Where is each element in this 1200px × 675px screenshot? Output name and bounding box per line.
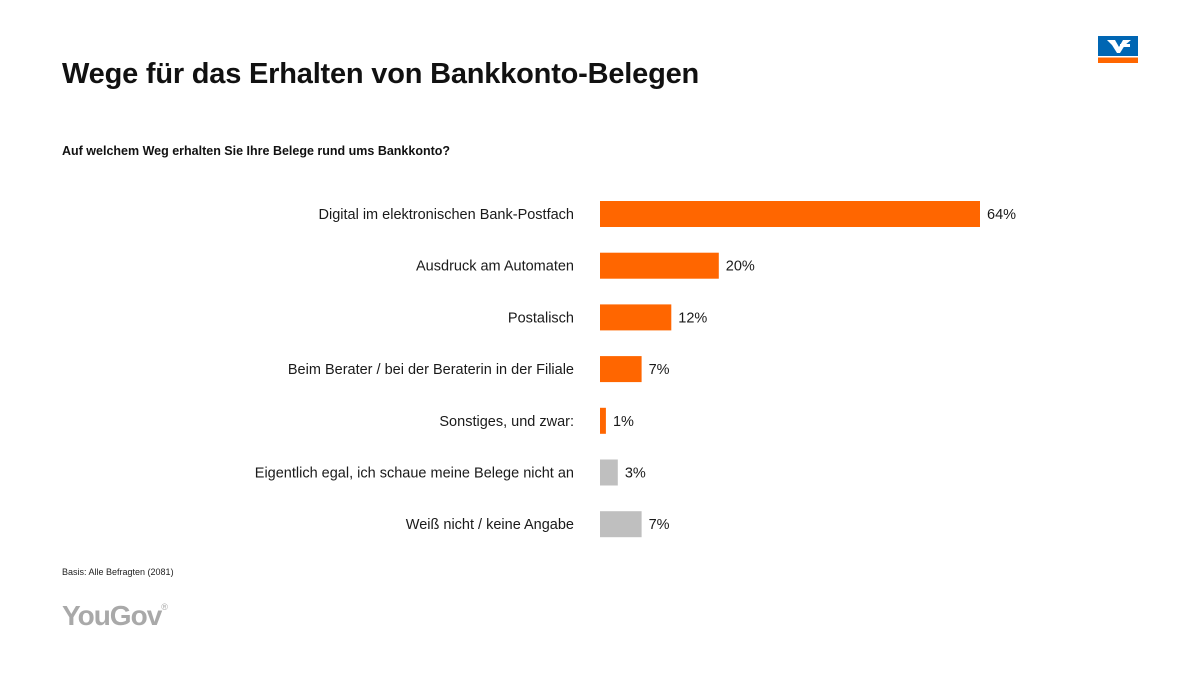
bar	[600, 459, 618, 486]
value-label: 64%	[987, 207, 1016, 223]
bar	[600, 304, 672, 331]
category-label: Ausdruck am Automaten	[416, 259, 574, 275]
bar	[600, 252, 719, 279]
category-label: Postalisch	[508, 310, 574, 326]
value-label: 1%	[613, 414, 634, 430]
category-label: Weiß nicht / keine Angabe	[406, 517, 574, 533]
chart-question: Auf welchem Weg erhalten Sie Ihre Belege…	[62, 144, 451, 158]
value-label: 20%	[726, 259, 755, 275]
basis-note: Basis: Alle Befragten (2081)	[62, 567, 174, 577]
page-title: Wege für das Erhalten von Bankkonto-Bele…	[62, 58, 700, 90]
yougov-logo: YouGov®	[62, 600, 168, 631]
value-label: 3%	[625, 466, 646, 482]
bank-logo-icon	[1098, 36, 1138, 63]
bar	[600, 201, 980, 227]
bar	[600, 511, 642, 538]
value-label: 12%	[678, 310, 707, 326]
category-label: Beim Berater / bei der Beraterin in der …	[288, 362, 574, 378]
category-label: Sonstiges, und zwar:	[439, 414, 574, 430]
bar	[600, 407, 606, 434]
bar	[600, 356, 642, 383]
category-label: Eigentlich egal, ich schaue meine Belege…	[255, 466, 574, 482]
value-label: 7%	[649, 517, 670, 533]
yougov-logo-text: YouGov	[62, 600, 162, 631]
value-label: 7%	[649, 362, 670, 378]
category-label: Digital im elektronischen Bank-Postfach	[319, 207, 574, 223]
